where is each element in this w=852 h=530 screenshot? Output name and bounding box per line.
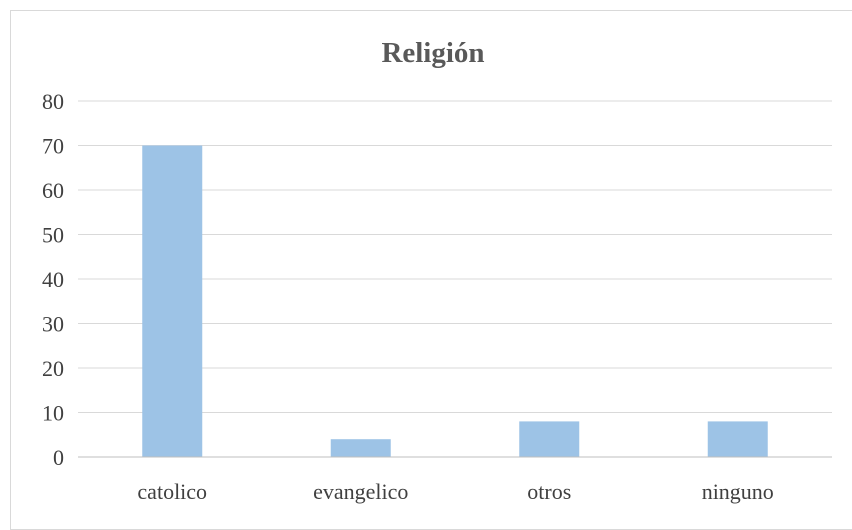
x-category-label: ninguno	[702, 479, 774, 504]
y-tick-label: 80	[42, 89, 64, 114]
bar-otros	[519, 421, 580, 457]
x-category-label: evangelico	[313, 479, 408, 504]
bar-evangelico	[330, 439, 391, 457]
bars	[142, 145, 768, 457]
y-tick-label: 10	[42, 401, 64, 426]
y-tick-label: 40	[42, 267, 64, 292]
chart-title: Religión	[381, 37, 484, 69]
x-category-label: catolico	[137, 479, 207, 504]
y-tick-label: 50	[42, 223, 64, 248]
y-tick-label: 0	[53, 445, 64, 470]
y-tick-label: 70	[42, 134, 64, 159]
bar-ninguno	[707, 421, 768, 457]
gridlines	[78, 100, 832, 413]
bar-chart: Religión 0 10 20 30 40 50 60 70 80 catolico evang…	[42, 37, 832, 504]
x-category-label: otros	[527, 479, 571, 504]
x-axis-category-labels: catolico evangelico otros ninguno	[137, 479, 773, 504]
y-tick-label: 60	[42, 178, 64, 203]
y-axis-tick-labels: 0 10 20 30 40 50 60 70 80	[42, 89, 64, 470]
y-tick-label: 20	[42, 356, 64, 381]
bar-catolico	[142, 145, 203, 457]
y-tick-label: 30	[42, 312, 64, 337]
